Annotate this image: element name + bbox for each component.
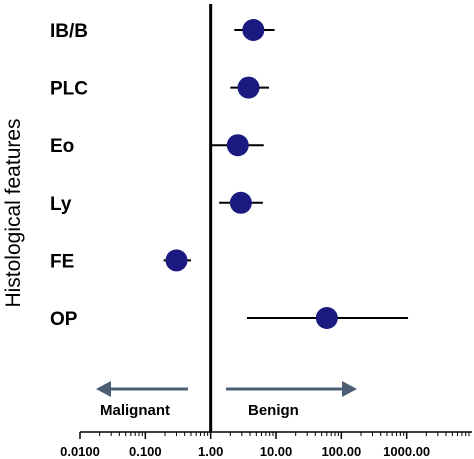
category-label: Ly bbox=[50, 194, 72, 215]
category-label: PLC bbox=[50, 79, 88, 100]
x-tick-label: 0.0100 bbox=[60, 444, 100, 459]
x-tick-label: 10.00 bbox=[260, 444, 293, 459]
benign-label: Benign bbox=[248, 402, 299, 419]
point-estimate bbox=[242, 19, 265, 41]
point-estimate bbox=[237, 76, 260, 99]
point-estimate bbox=[315, 307, 338, 329]
plot-area: 0.0100 0.100 1.00 10.00 100.00 1000.00 bbox=[60, 4, 472, 459]
chart-marks: IB/B PLC Eo Ly FE OP bbox=[50, 19, 409, 330]
category-label: OP bbox=[50, 309, 78, 330]
category-label: IB/B bbox=[50, 21, 88, 42]
point-estimate bbox=[226, 134, 249, 157]
left-direction-arrow bbox=[96, 381, 188, 397]
malignant-label: Malignant bbox=[100, 402, 170, 419]
point-estimate bbox=[229, 191, 252, 214]
x-tick-label: 0.100 bbox=[129, 444, 162, 459]
category-label: FE bbox=[50, 251, 74, 272]
point-estimate bbox=[165, 249, 188, 272]
y-axis-label: Histological features bbox=[2, 118, 25, 307]
x-tick-label: 1000.00 bbox=[383, 444, 430, 459]
x-tick-label: 100.00 bbox=[321, 444, 361, 459]
right-direction-arrow bbox=[226, 381, 357, 397]
x-tick-label: 1.00 bbox=[198, 444, 223, 459]
category-label: Eo bbox=[50, 136, 74, 157]
